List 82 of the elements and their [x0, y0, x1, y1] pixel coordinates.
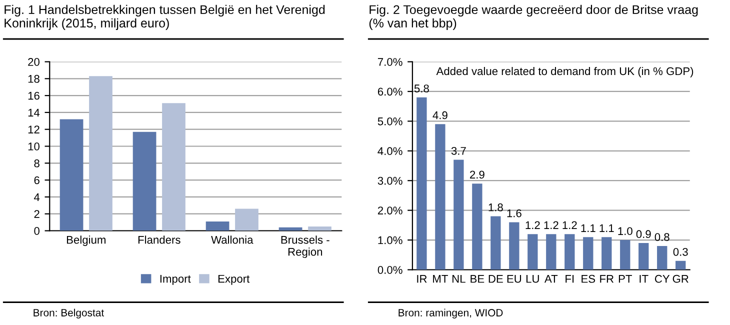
y-tick-label: 3.0%	[378, 176, 402, 185]
y-tick-label: 1.0%	[378, 236, 402, 244]
y-tick-label: 14	[28, 108, 40, 116]
data-label: 1.2	[544, 221, 558, 230]
x-tick-label: Belgium	[66, 236, 106, 246]
data-label: 2.9	[470, 170, 484, 179]
bar	[620, 240, 630, 270]
annotation: Added value related to demand from UK (in % GDP)	[436, 66, 694, 78]
bar	[308, 226, 332, 231]
data-label: 1.0	[618, 227, 632, 236]
data-label: 5.8	[414, 84, 429, 92]
y-tick-label: 0.0%	[378, 266, 402, 274]
x-tick-label: ES	[582, 274, 596, 283]
bar	[528, 234, 538, 270]
y-tick-label: 0	[34, 227, 40, 235]
bar	[583, 237, 594, 270]
bar	[132, 132, 156, 231]
data-label: 4.9	[432, 111, 448, 120]
x-tick-label: CY	[654, 274, 670, 283]
bar	[89, 76, 112, 231]
x-tick-label: FR	[600, 275, 614, 283]
bar	[564, 234, 575, 270]
bar	[490, 216, 501, 270]
bar	[454, 160, 464, 270]
y-tick-label: 18	[28, 74, 40, 83]
y-tick-label: 6	[34, 176, 40, 184]
x-tick-label: Wallonia	[211, 236, 254, 244]
y-tick-label: 4	[34, 193, 40, 201]
data-label: 1.2	[526, 221, 540, 230]
bar	[509, 222, 520, 270]
x-tick-label: PT	[618, 275, 632, 283]
bar	[435, 124, 446, 270]
x-tick-label: NL	[452, 275, 466, 283]
bar	[546, 234, 556, 270]
bar	[602, 237, 612, 270]
data-label: 0.9	[636, 230, 651, 238]
text: Bron: ramingen, WIOD	[398, 308, 503, 318]
x-tick-label: LU	[526, 275, 539, 283]
x-tick-label: FI	[566, 275, 574, 283]
chart-title: Fig. 2 Toegevoegde waarde gecreëerd door de Britse vraag (% van het bbp)	[369, 4, 698, 30]
y-tick-label: 6.0%	[378, 88, 402, 96]
y-tick-label: 12	[28, 126, 40, 134]
bar	[416, 97, 427, 270]
x-tick-label: DE	[488, 275, 503, 283]
legend-label: Import	[160, 274, 191, 285]
bar	[676, 260, 686, 270]
y-tick-label: 8	[34, 159, 40, 168]
data-label: 3.7	[451, 146, 466, 155]
x-tick-label: GR	[672, 274, 688, 283]
bar	[206, 221, 230, 231]
data-label: 0.3	[673, 248, 688, 256]
x-tick-label: AT	[544, 275, 558, 283]
y-tick-label: 20	[28, 58, 40, 66]
bar	[235, 208, 258, 231]
x-tick-label: IR	[417, 275, 427, 283]
y-tick-label: 2.0%	[378, 206, 402, 214]
bar	[638, 243, 649, 270]
x-tick-label: IT	[640, 275, 648, 283]
y-tick-label: 7.0%	[378, 58, 402, 66]
x-tick-label: Flanders	[138, 236, 180, 244]
bar	[657, 246, 668, 270]
bar	[60, 119, 84, 231]
x-tick-label: EU	[507, 275, 522, 283]
x-tick-label: MT	[433, 275, 448, 283]
data-label: 1.8	[488, 203, 503, 212]
y-tick-label: 16	[28, 92, 40, 100]
x-tick-label: Brussels - Region	[281, 236, 330, 258]
y-tick-label: 5.0%	[378, 117, 402, 126]
data-label: 1.2	[562, 221, 577, 230]
data-label: 1.1	[581, 224, 596, 232]
bar	[472, 184, 482, 270]
y-tick-label: 4.0%	[378, 147, 402, 156]
data-label: 0.8	[654, 233, 670, 242]
legend-label: Export	[218, 274, 250, 285]
text: Bron: Belgostat	[34, 308, 104, 318]
y-tick-label: 2	[34, 210, 40, 218]
data-label: 1.1	[600, 224, 614, 232]
x-tick-label: BE	[470, 275, 484, 283]
y-tick-label: 10	[28, 142, 40, 150]
bar	[162, 103, 186, 231]
chart-title: Fig. 1 Handelsbetrekkingen tussen België en het Verenigd Koninkrijk (2015, miljard euro)	[4, 4, 325, 30]
data-label: 1.6	[507, 209, 522, 218]
